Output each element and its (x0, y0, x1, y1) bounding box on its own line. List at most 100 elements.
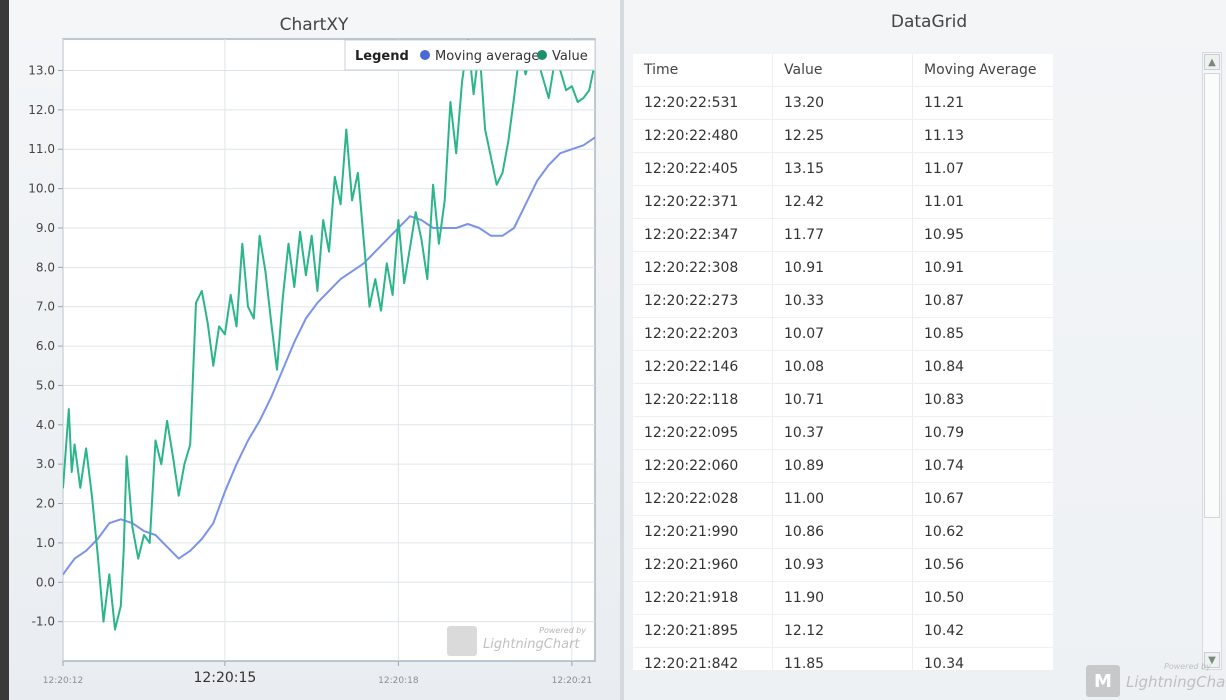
scroll-up-icon[interactable]: ▲ (1204, 54, 1220, 70)
cell-value: 11.90 (773, 582, 913, 614)
moving-average-point (73, 557, 76, 560)
value-point (270, 321, 272, 324)
scroll-thumb[interactable] (1204, 73, 1220, 518)
cell-value: 10.33 (773, 285, 913, 317)
value-point (299, 231, 301, 233)
chart-xy[interactable]: ChartXY -1.0 0.0 1.0 2.0 3.0 4.0 5.0 6.0 7.0 8.0 9… (9, 0, 620, 700)
cell-value: 10.08 (773, 351, 913, 383)
table-row[interactable]: 12:20:22:347 11.77 10.95 (633, 219, 1053, 252)
moving-average-point (200, 538, 203, 540)
value-point (253, 317, 255, 320)
cell-moving-average: 10.91 (924, 260, 965, 276)
table-row[interactable]: 12:20:21:895 12.12 10.42 (633, 615, 1053, 648)
moving-average-point (63, 573, 64, 576)
table-row[interactable]: 12:20:22:480 12.25 11.13 (633, 120, 1053, 153)
moving-average-point (96, 538, 99, 540)
cell-time: 12:20:22:480 (633, 120, 773, 152)
value-point (432, 183, 434, 186)
moving-average-point (513, 227, 515, 229)
cell-value: 11.77 (773, 219, 913, 251)
moving-average-point (455, 227, 458, 229)
value-point (328, 250, 330, 253)
table-row[interactable]: 12:20:22:531 13.20 11.21 (633, 87, 1053, 120)
value-point (73, 443, 76, 446)
table-row[interactable]: 12:20:22:028 11.00 10.67 (633, 483, 1053, 516)
table-row[interactable]: 12:20:21:990 10.86 10.62 (633, 516, 1053, 549)
value-point (322, 219, 325, 221)
value-point (276, 368, 278, 371)
table-row[interactable]: 12:20:22:203 10.07 10.85 (633, 318, 1053, 351)
value-point (63, 486, 64, 489)
value-point (281, 298, 284, 300)
moving-average-point (328, 290, 330, 292)
value-point (345, 128, 348, 131)
y-tick-label: 5.0 (36, 378, 55, 392)
value-point (403, 282, 405, 284)
value-line[interactable] (63, 39, 595, 631)
y-tick-label: 3.0 (36, 457, 55, 471)
value-point (120, 605, 122, 607)
data-grid[interactable]: Time Value Moving Average 12:20:22:531 13… (633, 54, 1053, 670)
watermark-brand: LightningChart (483, 637, 580, 652)
y-tick-label: 1.0 (36, 536, 55, 550)
legend-item-value[interactable]: Value (537, 49, 588, 64)
chart-title: ChartXY (280, 15, 349, 35)
value-point (85, 447, 87, 450)
column-header-time[interactable]: Time (633, 54, 773, 86)
vertical-scrollbar[interactable]: ▲ ▼ (1202, 52, 1222, 670)
legend[interactable]: Legend Moving average Value (344, 39, 596, 71)
cell-moving-average: 10.67 (924, 491, 965, 507)
value-point (542, 77, 544, 80)
value-point (316, 290, 319, 292)
cell-value: 10.89 (773, 450, 913, 482)
x-tick-label: 12:20:12 (43, 676, 83, 686)
table-row[interactable]: 12:20:21:842 11.85 10.34 (633, 648, 1053, 670)
value-point (258, 235, 261, 237)
value-point (420, 238, 423, 241)
moving-average-point (177, 557, 180, 560)
cell-time: 12:20:22:118 (633, 384, 773, 416)
cell-value: 11.85 (773, 648, 913, 670)
legend-item-moving-average[interactable]: Moving average (420, 49, 539, 64)
table-row[interactable]: 12:20:22:371 12.42 11.01 (633, 186, 1053, 219)
column-header-moving-average[interactable]: Moving Average (924, 62, 1037, 78)
plot-area[interactable] (62, 38, 596, 662)
table-row[interactable]: 12:20:22:060 10.89 10.74 (633, 450, 1053, 483)
panel-splitter[interactable] (620, 0, 624, 700)
y-axis: -1.0 0.0 1.0 2.0 3.0 4.0 5.0 6.0 7.0 8.0 9.0 10.0 11… (28, 63, 63, 629)
table-row[interactable]: 12:20:21:918 11.90 10.50 (633, 582, 1053, 615)
table-row[interactable]: 12:20:22:405 13.15 11.07 (633, 153, 1053, 186)
table-row[interactable]: 12:20:22:273 10.33 10.87 (633, 285, 1053, 318)
cell-time: 12:20:22:371 (633, 186, 773, 218)
x-tick-label: 12:20:15 (193, 670, 256, 686)
value-point (368, 305, 371, 308)
table-row[interactable]: 12:20:22:146 10.08 10.84 (633, 351, 1053, 384)
table-row[interactable]: 12:20:22:308 10.91 10.91 (633, 252, 1053, 285)
value-point (102, 620, 105, 623)
moving-average-point (582, 144, 585, 147)
table-row[interactable]: 12:20:22:118 10.71 10.83 (633, 384, 1053, 417)
value-point (293, 286, 296, 288)
value-point (70, 471, 73, 473)
cell-value: 11.00 (773, 483, 913, 515)
moving-average-point (571, 148, 573, 151)
moving-average-point (443, 227, 446, 229)
y-tick-label: 9.0 (36, 221, 55, 235)
cell-time: 12:20:22:203 (633, 318, 773, 350)
legend-title: Legend (355, 49, 409, 64)
cell-time: 12:20:22:028 (633, 483, 773, 515)
moving-average-point (235, 463, 238, 465)
value-point (235, 325, 238, 328)
y-tick-label: 12.0 (28, 103, 55, 117)
cell-time: 12:20:21:960 (633, 549, 773, 581)
value-point (200, 290, 203, 292)
value-point (362, 238, 365, 241)
value-point (588, 89, 591, 91)
cell-moving-average: 11.13 (924, 128, 965, 144)
cell-moving-average: 11.07 (924, 161, 965, 177)
table-row[interactable]: 12:20:21:960 10.93 10.56 (633, 549, 1053, 582)
scroll-down-icon[interactable]: ▼ (1204, 652, 1220, 668)
moving-average-point (466, 223, 469, 225)
table-row[interactable]: 12:20:22:095 10.37 10.79 (633, 417, 1053, 450)
column-header-value[interactable]: Value (773, 54, 913, 86)
